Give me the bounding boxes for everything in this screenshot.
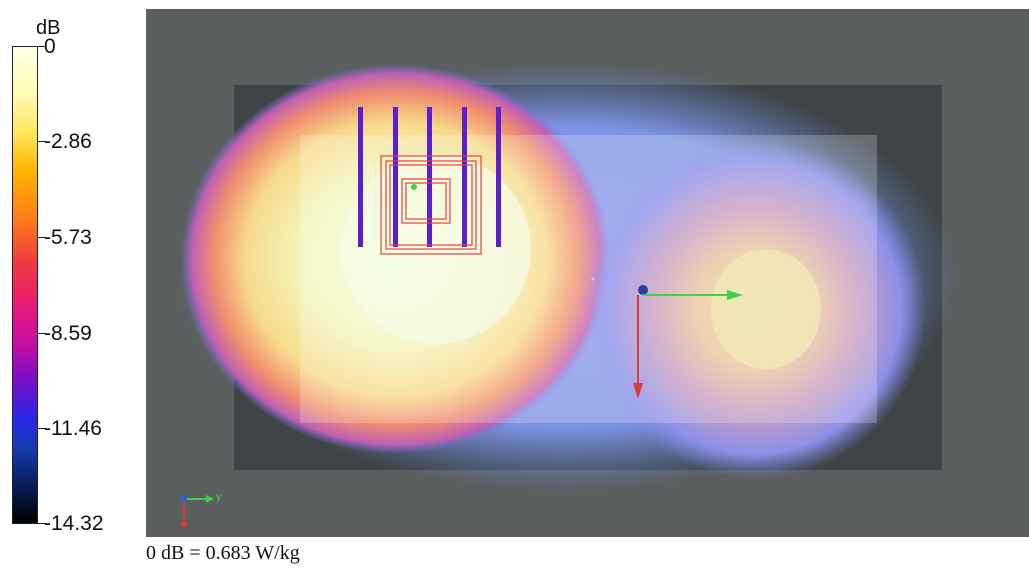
colorbar-tick-label: 0	[44, 35, 56, 58]
colorbar-tick	[38, 46, 46, 47]
colorbar	[12, 46, 38, 524]
reference-dot	[411, 184, 417, 190]
probe-bar	[462, 107, 467, 247]
field-peak-secondary	[711, 249, 821, 369]
colorbar-tick-label: -2.86	[44, 130, 92, 153]
axes-triad-y-label: y	[216, 491, 222, 503]
colorbar-tick-label: -8.59	[44, 322, 92, 345]
probe-bar	[393, 107, 398, 247]
colorbar-tick-label: -5.73	[44, 226, 92, 249]
colorbar-tick	[38, 333, 46, 334]
probe-bar	[496, 107, 501, 247]
colorbar-tick	[38, 237, 46, 238]
reference-note: 0 dB = 0.683 W/kg	[146, 542, 300, 564]
scan-region-outline	[380, 155, 482, 255]
colorbar-tick-label: -14.32	[44, 512, 104, 535]
probe-bar	[427, 107, 432, 247]
probe-bar	[358, 107, 363, 247]
center-marker	[591, 277, 595, 281]
probe-array	[358, 107, 501, 247]
axes-triad-icon	[180, 495, 214, 529]
colorbar-unit-label: dB	[36, 17, 61, 39]
colorbar-tick-label: -11.46	[44, 417, 102, 440]
colorbar-tick	[38, 141, 46, 142]
colorbar-tick	[38, 523, 46, 524]
sar-field-plot: y	[146, 9, 1029, 537]
colorbar-tick	[38, 428, 46, 429]
coordinate-arrows	[633, 285, 743, 399]
